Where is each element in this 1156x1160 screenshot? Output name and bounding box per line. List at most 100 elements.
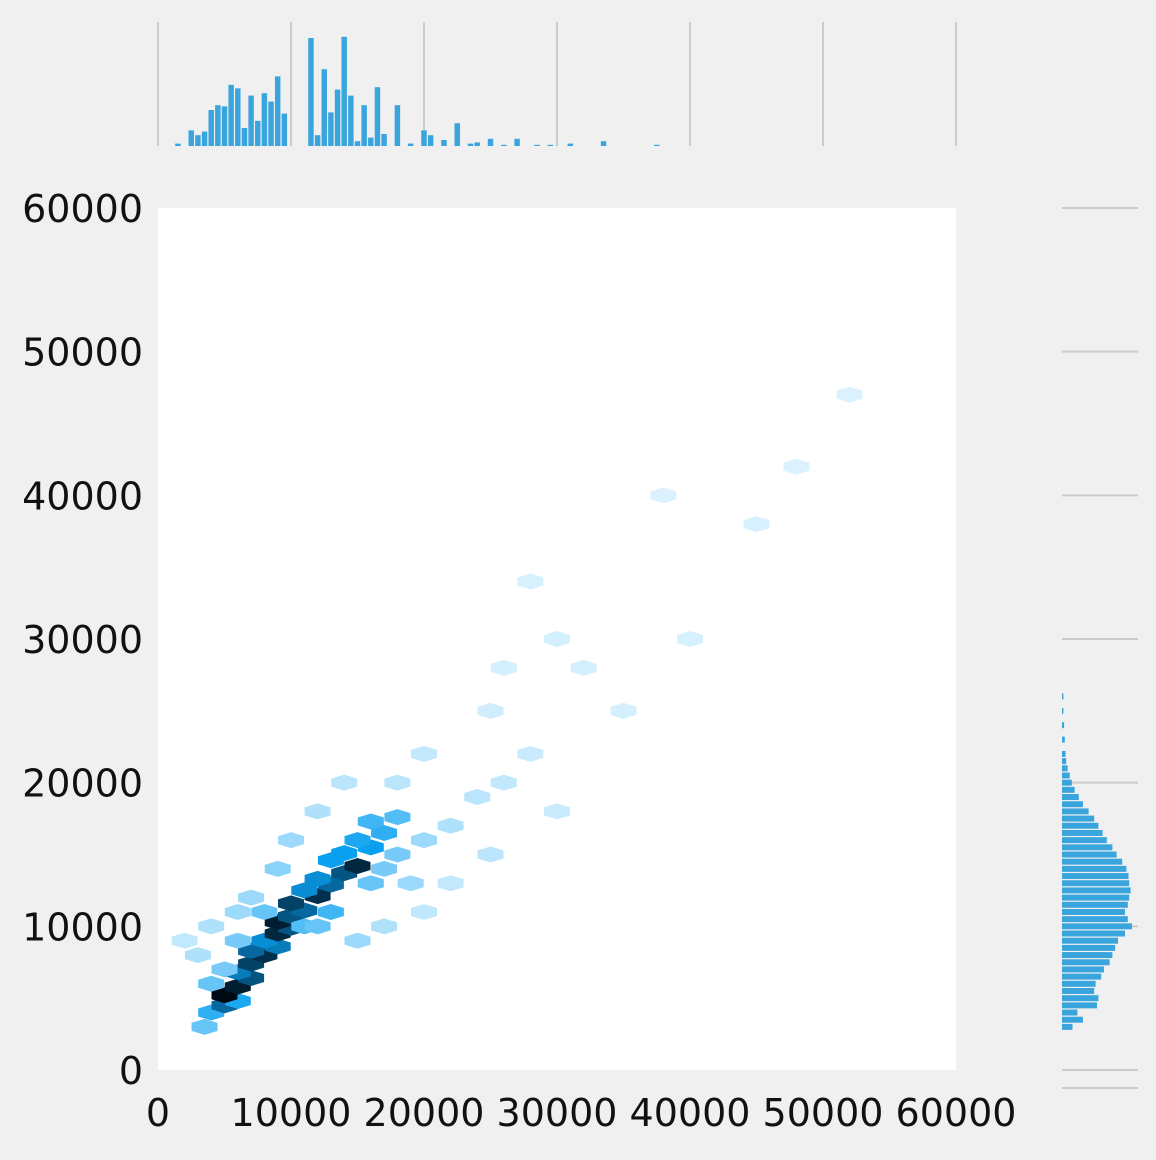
marginal-x-bar <box>241 128 248 146</box>
marginal-y-bar <box>1062 786 1075 793</box>
hexbin-cell <box>544 631 570 647</box>
y-tick-label: 0 <box>119 1049 143 1093</box>
hexbin-cell <box>238 889 265 906</box>
hexbin-cell <box>224 932 251 949</box>
marginal-x-bar <box>474 142 480 146</box>
marginal-x-bar <box>281 113 288 146</box>
hexbin-cell <box>357 875 384 892</box>
marginal-y-bar <box>1062 865 1127 872</box>
marginal-y-bar <box>1062 937 1118 944</box>
marginal-y-bar <box>1062 750 1066 757</box>
marginal-y-bar <box>1062 880 1130 887</box>
marginal-x-bar <box>274 76 281 146</box>
marginal-x-bar <box>201 131 208 146</box>
hexbin-cell <box>304 918 331 935</box>
hexbin-cell <box>384 809 411 826</box>
marginal-x-bar <box>394 105 401 146</box>
hexbin-cell <box>371 918 398 935</box>
hexbin-cell <box>264 860 291 877</box>
marginal-x-bar <box>255 120 261 146</box>
marginal-x-bar <box>314 135 321 146</box>
hexbin-cell <box>191 1018 218 1035</box>
marginal-x-bar <box>361 105 367 146</box>
marginal-y-bar <box>1062 837 1107 844</box>
marginal-y-bar <box>1062 987 1095 994</box>
marginal-y-bar <box>1062 851 1117 858</box>
marginal-y-bar <box>1062 844 1113 851</box>
marginal-y-histogram <box>1062 207 1138 1089</box>
marginal-x-bar <box>441 140 447 146</box>
marginal-y-bar <box>1062 858 1123 865</box>
marginal-y-bar <box>1062 944 1116 951</box>
hexbin-cell <box>198 918 225 935</box>
marginal-y-bar <box>1062 1023 1073 1030</box>
x-tick-label: 0 <box>146 1091 170 1135</box>
marginal-x-bar <box>188 130 194 146</box>
marginal-y-bar <box>1062 758 1067 765</box>
hexbin-cell <box>344 932 371 949</box>
marginal-x-bar <box>248 95 254 146</box>
hexbin-cell <box>304 870 331 887</box>
marginal-y-bar <box>1062 765 1068 772</box>
x-tick-label: 20000 <box>364 1091 485 1135</box>
marginal-y-bar <box>1062 707 1064 714</box>
marginal-x-bar <box>487 138 494 146</box>
marginal-x-histogram <box>157 22 957 146</box>
hexbin-cell <box>344 832 371 849</box>
marginal-y-bar <box>1062 808 1089 815</box>
hexbin-cell <box>490 774 517 791</box>
hexbin-cell <box>238 942 265 959</box>
x-tick-label: 50000 <box>763 1091 884 1135</box>
marginal-y-bar <box>1062 908 1125 915</box>
y-axis: 0 10000 20000 30000 40000 50000 60000 <box>22 187 143 1093</box>
hexbin-cell <box>411 745 437 762</box>
hexbin-cell <box>477 702 504 719</box>
marginal-x-bar <box>321 69 327 146</box>
marginal-x-bar <box>221 106 228 146</box>
hexbin-cell <box>477 846 504 863</box>
hexbin-cell <box>783 458 810 475</box>
marginal-x-bar <box>654 144 660 146</box>
marginal-y-bar <box>1062 923 1132 930</box>
hexbin-cell <box>570 659 597 676</box>
marginal-x-bar <box>600 141 607 146</box>
marginal-y-bar <box>1062 722 1065 729</box>
marginal-x-bar <box>407 143 414 146</box>
marginal-y-bar <box>1062 894 1130 901</box>
marginal-x-bar <box>228 84 234 146</box>
marginal-x-bar <box>454 123 460 146</box>
hexbin-cell <box>411 832 437 849</box>
marginal-y-bar <box>1062 901 1128 908</box>
y-tick-label: 50000 <box>22 331 143 375</box>
marginal-x-bar <box>308 38 314 146</box>
hexbin-cell <box>411 903 437 920</box>
hexbin-cell <box>517 573 544 590</box>
hexbin-cell <box>371 860 398 877</box>
hexbin-cell <box>224 903 251 920</box>
hexbin-cell <box>291 882 318 899</box>
x-tick-label: 60000 <box>896 1091 1017 1135</box>
marginal-x-bar <box>175 143 181 146</box>
marginal-x-bar <box>354 141 361 146</box>
marginal-y-bar <box>1062 887 1131 894</box>
hexbin-cell <box>251 903 278 920</box>
hexbin-cell <box>211 961 238 978</box>
hexbin-cell <box>278 895 304 912</box>
hexbin-cell <box>304 803 331 820</box>
hexbin-cell <box>317 903 344 920</box>
marginal-x-bar <box>421 130 427 146</box>
marginal-x-bar <box>514 138 520 146</box>
marginal-y-bar <box>1062 736 1065 743</box>
marginal-y-bar <box>1062 973 1102 980</box>
hexbin-cell <box>184 947 211 964</box>
y-tick-label: 60000 <box>22 187 143 231</box>
marginal-y-bar <box>1062 995 1099 1002</box>
hexbin-cell <box>677 631 703 647</box>
hexbin-cell <box>384 774 411 791</box>
hexbin-cell <box>650 487 677 504</box>
hexbin-cell <box>198 975 225 992</box>
hexbin-cell <box>344 857 371 874</box>
marginal-x-bar <box>547 144 554 146</box>
